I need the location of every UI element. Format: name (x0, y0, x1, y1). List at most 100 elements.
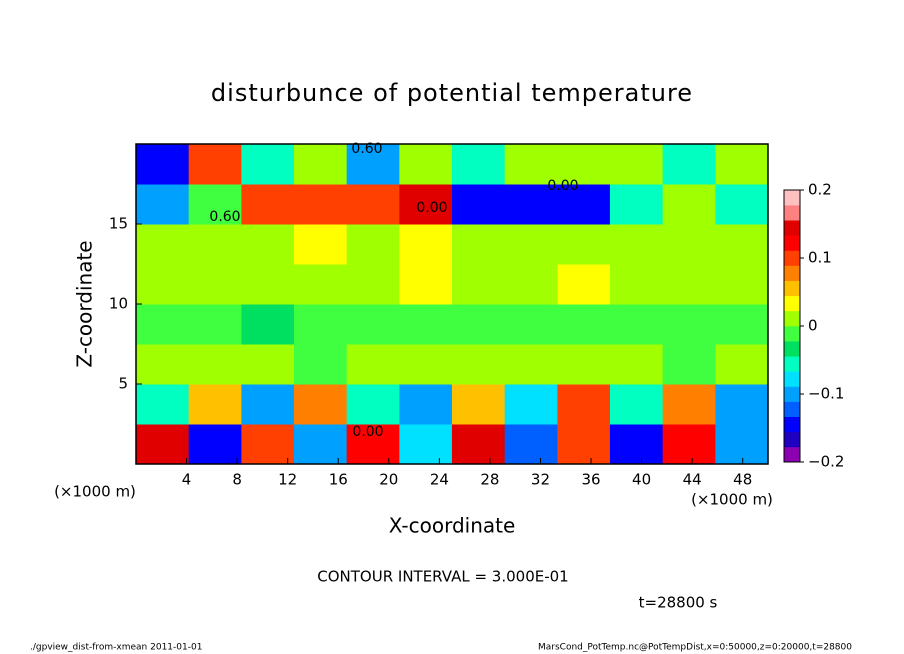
contour-label: 0.60 (209, 209, 240, 225)
heat-cell (241, 424, 295, 465)
contour-label: 0.00 (547, 178, 578, 194)
x-tick-label: 36 (581, 471, 600, 489)
x-tick-label: 32 (531, 471, 550, 489)
heat-cell (451, 424, 506, 465)
heat-cell (241, 384, 295, 425)
heat-cell (715, 384, 769, 425)
heat-cell (135, 384, 190, 425)
colorbar-swatch (784, 446, 800, 463)
heat-cell (662, 224, 716, 265)
y-tick-label: 15 (109, 215, 128, 233)
heat-cell (135, 264, 190, 305)
x-tick-label: 28 (480, 471, 499, 489)
y-axis-label: Z-coordinate (73, 240, 97, 367)
x-tick-label: 16 (329, 471, 348, 489)
heat-cell (557, 144, 611, 185)
heat-cell (346, 384, 400, 425)
heat-cell (241, 344, 295, 385)
contour-label: 0.00 (416, 200, 447, 216)
x-tick-label: 48 (733, 471, 752, 489)
heat-cell (399, 304, 453, 345)
colorbar-swatch (784, 205, 800, 221)
heat-cell (451, 224, 506, 265)
heat-cell (346, 144, 400, 185)
heat-cell (399, 184, 453, 225)
heat-cell (293, 184, 348, 225)
heat-cell (504, 144, 558, 185)
heat-cell (293, 424, 348, 465)
heat-cell (451, 384, 506, 425)
heat-cell (609, 344, 664, 385)
heat-cell (557, 424, 611, 465)
heat-cell (715, 144, 769, 185)
colorbar-swatch (784, 386, 800, 402)
heat-cell (504, 184, 558, 225)
heat-cell (609, 264, 664, 305)
colorbar-tick-label: 0.1 (808, 249, 832, 267)
heat-cell (346, 344, 400, 385)
heat-cell (662, 304, 716, 345)
colorbar-tick-label: 0 (808, 317, 818, 335)
colorbar-swatch (784, 190, 800, 206)
colorbar-swatch (784, 326, 800, 342)
heat-cell (504, 424, 558, 465)
heat-cell (715, 184, 769, 225)
heat-cell (662, 344, 716, 385)
heat-cell (662, 144, 716, 185)
heat-cell (188, 144, 242, 185)
heat-cell (504, 264, 558, 305)
heat-cell (188, 384, 242, 425)
colorbar-swatch (784, 310, 800, 327)
x-tick-label: 4 (182, 471, 192, 489)
heat-cell (293, 144, 348, 185)
heat-cell (241, 144, 295, 185)
heat-cell (609, 144, 664, 185)
heat-cell (609, 304, 664, 345)
heat-cell (135, 184, 190, 225)
colorbar-tick-label: −0.2 (808, 453, 844, 471)
colorbar-swatch (784, 416, 800, 433)
heat-cell (557, 264, 611, 305)
heat-cell (504, 384, 558, 425)
heat-cell (451, 304, 506, 345)
heat-cell (293, 344, 348, 385)
x-tick-label: 40 (632, 471, 651, 489)
heat-cell (715, 264, 769, 305)
colorbar-swatch (784, 265, 800, 281)
heat-cell (241, 224, 295, 265)
x-tick-label: 44 (683, 471, 702, 489)
heat-cell (451, 144, 506, 185)
colorbar-swatch (784, 431, 800, 448)
heat-cell (504, 344, 558, 385)
heat-cell (662, 264, 716, 305)
heat-cell (557, 304, 611, 345)
heat-cell (241, 184, 295, 225)
heat-cell (715, 424, 769, 465)
x-unit: (×1000 m) (691, 491, 773, 509)
heat-cell (715, 224, 769, 265)
x-tick-label: 12 (278, 471, 297, 489)
heat-cell (135, 424, 190, 465)
heat-cell (504, 224, 558, 265)
heat-cell (135, 144, 190, 185)
contour-label: 0.00 (352, 424, 383, 440)
footer-left: ./gpview_dist-from-xmean 2011-01-01 (30, 643, 202, 653)
colorbar-swatch (784, 401, 800, 417)
heat-cell (293, 304, 348, 345)
contour-interval: CONTOUR INTERVAL = 3.000E-01 (317, 568, 568, 586)
colorbar-swatch (784, 220, 800, 236)
heat-cell (399, 224, 453, 265)
colorbar-swatch (784, 280, 800, 297)
x-tick-label: 20 (379, 471, 398, 489)
colorbar-swatch (784, 371, 800, 387)
heat-cell (399, 384, 453, 425)
heat-cell (557, 224, 611, 265)
heat-cell (188, 184, 242, 225)
heat-cell (399, 144, 453, 185)
heat-cell (188, 264, 242, 305)
heat-cell (135, 344, 190, 385)
heat-cell (609, 184, 664, 225)
footer-right: MarsCond_PotTemp.nc@PotTempDist,x=0:5000… (538, 643, 852, 653)
heat-cell (557, 344, 611, 385)
